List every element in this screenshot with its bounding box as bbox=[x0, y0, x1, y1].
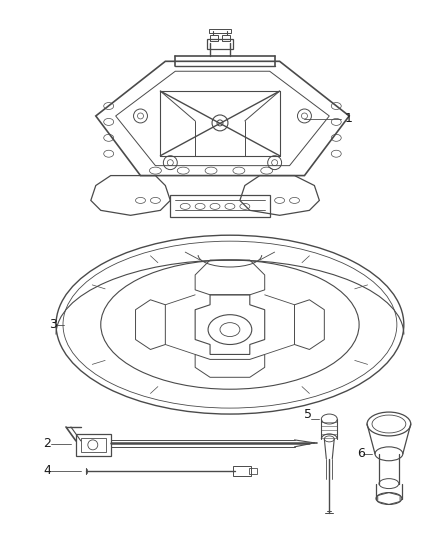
Bar bbox=[207, 39, 233, 50]
Text: 1: 1 bbox=[344, 112, 352, 125]
Text: 6: 6 bbox=[357, 447, 365, 461]
Bar bbox=[249, 468, 257, 474]
Bar bbox=[170, 196, 270, 217]
Text: 3: 3 bbox=[49, 318, 57, 331]
Bar bbox=[76, 434, 111, 456]
Text: 4: 4 bbox=[43, 464, 51, 477]
Bar bbox=[81, 438, 106, 452]
Bar bbox=[209, 29, 231, 34]
Bar bbox=[233, 466, 251, 475]
Bar bbox=[222, 36, 230, 42]
Text: 5: 5 bbox=[304, 408, 312, 421]
Bar bbox=[210, 36, 218, 42]
Text: 2: 2 bbox=[43, 438, 51, 450]
